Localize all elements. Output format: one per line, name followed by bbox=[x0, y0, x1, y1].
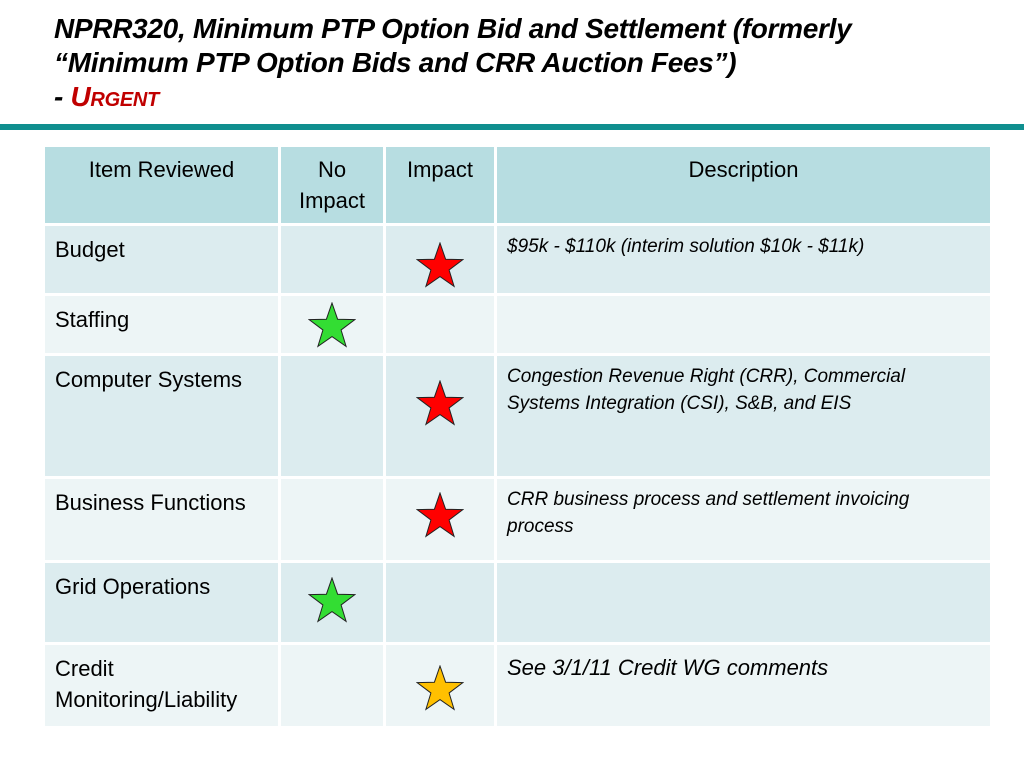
green-star-icon bbox=[308, 302, 356, 348]
impact-cell-business-functions bbox=[383, 476, 497, 563]
item-grid-operations: Grid Operations bbox=[42, 560, 281, 645]
yellow-star-icon bbox=[416, 665, 464, 711]
header-item-reviewed: Item Reviewed bbox=[42, 144, 281, 226]
item-credit-monitoring: Credit Monitoring/Liability bbox=[42, 642, 281, 729]
table-row: Staffing bbox=[42, 293, 993, 356]
impact-cell-computer-systems bbox=[383, 353, 497, 479]
table-row: Business Functions CRR business process … bbox=[42, 476, 993, 563]
title-dash: - bbox=[54, 81, 71, 112]
green-star-icon bbox=[308, 577, 356, 623]
impact-cell-budget bbox=[383, 223, 497, 296]
impact-cell-staffing bbox=[383, 293, 497, 356]
description-business-functions: CRR business process and settlement invo… bbox=[494, 476, 993, 563]
no-impact-cell-credit-monitoring bbox=[278, 642, 386, 729]
description-staffing bbox=[494, 293, 993, 356]
impact-table-container: Item Reviewed No Impact Impact Descripti… bbox=[42, 144, 993, 729]
impact-cell-grid-operations bbox=[383, 560, 497, 645]
no-impact-cell-grid-operations bbox=[278, 560, 386, 645]
header-no-impact: No Impact bbox=[278, 144, 386, 226]
red-star-icon bbox=[416, 492, 464, 538]
table-row: Computer Systems Congestion Revenue Righ… bbox=[42, 353, 993, 479]
table-header-row: Item Reviewed No Impact Impact Descripti… bbox=[42, 144, 993, 226]
urgent-label: Urgent bbox=[70, 81, 160, 112]
red-star-icon bbox=[416, 380, 464, 426]
slide-title: NPRR320, Minimum PTP Option Bid and Sett… bbox=[54, 12, 1014, 114]
table-row: Credit Monitoring/Liability See 3/1/11 C… bbox=[42, 642, 993, 729]
table-row: Grid Operations bbox=[42, 560, 993, 645]
item-computer-systems: Computer Systems bbox=[42, 353, 281, 479]
item-staffing: Staffing bbox=[42, 293, 281, 356]
description-budget: $95k - $110k (interim solution $10k - $1… bbox=[494, 223, 993, 296]
no-impact-cell-computer-systems bbox=[278, 353, 386, 479]
no-impact-cell-business-functions bbox=[278, 476, 386, 563]
header-impact: Impact bbox=[383, 144, 497, 226]
no-impact-cell-staffing bbox=[278, 293, 386, 356]
impact-table: Item Reviewed No Impact Impact Descripti… bbox=[42, 144, 993, 729]
item-budget: Budget bbox=[42, 223, 281, 296]
description-computer-systems: Congestion Revenue Right (CRR), Commerci… bbox=[494, 353, 993, 479]
description-grid-operations bbox=[494, 560, 993, 645]
red-star-icon bbox=[416, 242, 464, 288]
impact-cell-credit-monitoring bbox=[383, 642, 497, 729]
no-impact-cell-budget bbox=[278, 223, 386, 296]
table-row: Budget $95k - $110k (interim solution $1… bbox=[42, 223, 993, 296]
title-line-3: - Urgent bbox=[54, 80, 1014, 114]
title-line-1: NPRR320, Minimum PTP Option Bid and Sett… bbox=[54, 13, 852, 44]
title-divider bbox=[0, 124, 1024, 130]
header-description: Description bbox=[494, 144, 993, 226]
description-credit-monitoring: See 3/1/11 Credit WG comments bbox=[494, 642, 993, 729]
title-line-2: “Minimum PTP Option Bids and CRR Auction… bbox=[54, 47, 737, 78]
item-business-functions: Business Functions bbox=[42, 476, 281, 563]
